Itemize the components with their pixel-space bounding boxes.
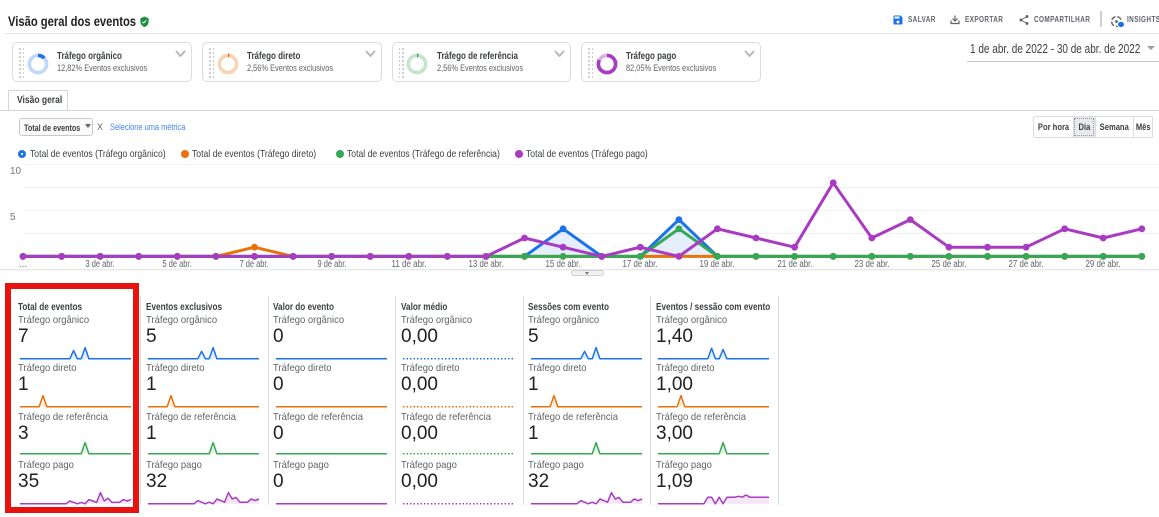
svg-text:13 de abr.: 13 de abr. [469,259,504,270]
svg-text:5 de abr.: 5 de abr. [163,259,192,270]
svg-text:5: 5 [10,212,16,223]
svg-text:3 de abr.: 3 de abr. [86,259,115,270]
svg-text:9 de abr.: 9 de abr. [318,259,347,270]
svg-text:25 de abr.: 25 de abr. [932,259,967,270]
svg-text:27 de abr.: 27 de abr. [1009,259,1044,270]
svg-text:11 de abr.: 11 de abr. [392,259,427,270]
svg-text:7 de abr.: 7 de abr. [240,259,269,270]
svg-text:10: 10 [10,166,22,177]
svg-text:29 de abr.: 29 de abr. [1086,259,1121,270]
svg-text:...: ... [19,259,27,270]
svg-text:17 de abr.: 17 de abr. [623,259,658,270]
svg-text:23 de abr.: 23 de abr. [855,259,890,270]
svg-text:15 de abr.: 15 de abr. [546,259,581,270]
svg-text:19 de abr.: 19 de abr. [700,259,735,270]
svg-text:21 de abr.: 21 de abr. [778,259,813,270]
